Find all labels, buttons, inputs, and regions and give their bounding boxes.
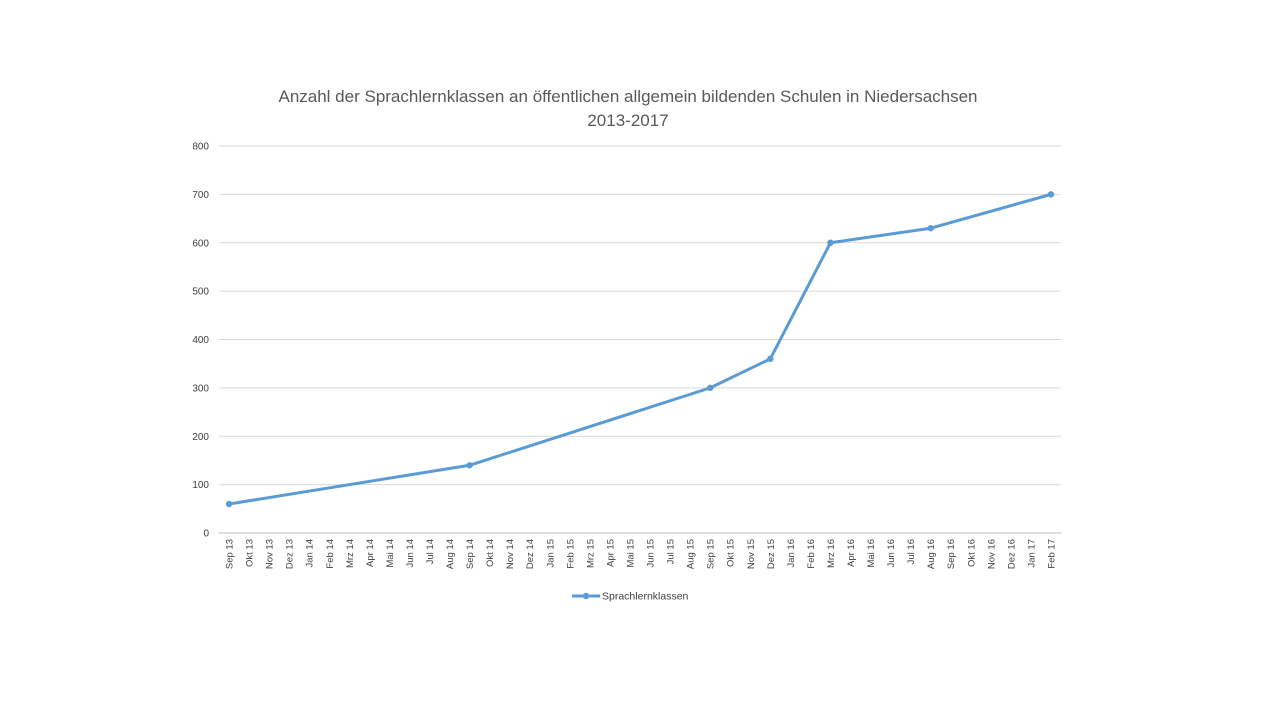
x-tick-label: Aug 16: [926, 539, 937, 569]
x-tick-label: Jun 14: [405, 539, 416, 568]
series-line-1: [227, 192, 1053, 506]
x-tick-label: Jan 14: [305, 539, 316, 568]
x-tick-label: Dez 16: [1006, 539, 1017, 569]
x-tick-label: Okt 14: [485, 539, 496, 567]
y-tick-label: 700: [192, 190, 209, 201]
y-tick-label: 800: [192, 142, 209, 153]
x-tick-label: Nov 13: [265, 539, 276, 569]
x-tick-label: Dez 15: [766, 539, 777, 569]
x-tick-label: Mrz 15: [585, 539, 596, 568]
chart-title-line-2: 2013-2017: [587, 111, 668, 130]
y-tick-label: 200: [192, 432, 209, 443]
data-point[interactable]: [225, 500, 233, 508]
data-point[interactable]: [927, 225, 934, 232]
x-tick-label: Aug 15: [686, 539, 697, 569]
x-tick-label: Feb 17: [1046, 539, 1057, 569]
x-tick-label: Mai 15: [625, 539, 636, 568]
y-tick-label: 500: [192, 287, 209, 298]
data-point[interactable]: [466, 462, 473, 469]
x-axis-ticks: Sep 13 Okt 13 Nov 13 Dez 13 Jan 14 Feb 14 Mrz …: [225, 539, 1058, 569]
x-tick-label: Nov 14: [505, 539, 516, 569]
chart-title: Anzahl der Sprachlernklassen an öffentli…: [278, 87, 977, 130]
x-tick-label: Jun 16: [886, 539, 897, 568]
x-tick-label: Sep 16: [946, 539, 957, 569]
x-tick-label: Dez 14: [525, 539, 536, 569]
y-tick-label: 400: [192, 335, 209, 346]
x-tick-label: Feb 14: [325, 539, 336, 569]
legend-label: Sprachlernklassen: [602, 591, 689, 603]
x-tick-label: Sep 14: [465, 539, 476, 569]
y-tick-label: 100: [192, 480, 209, 491]
x-tick-label: Okt 13: [245, 539, 256, 567]
data-point[interactable]: [706, 384, 714, 392]
x-tick-label: Sep 13: [225, 539, 236, 569]
x-tick-label: Okt 16: [966, 539, 977, 567]
y-tick-label: 0: [203, 529, 209, 540]
x-tick-label: Apr 16: [846, 539, 857, 567]
x-tick-label: Okt 15: [726, 539, 737, 567]
x-tick-label: Jan 17: [1026, 539, 1037, 568]
x-tick-label: Jun 15: [646, 539, 657, 568]
x-tick-label: Jan 16: [786, 539, 797, 568]
series-layer: [225, 191, 1055, 508]
legend-swatch-marker: [582, 592, 590, 600]
x-tick-label: Mrz 16: [826, 539, 837, 568]
x-tick-label: Apr 14: [365, 539, 376, 567]
gridlines: [219, 145, 1061, 534]
x-tick-label: Jul 16: [906, 539, 917, 564]
x-tick-label: Mrz 14: [345, 539, 356, 568]
x-tick-label: Mai 14: [385, 539, 396, 568]
x-tick-label: Feb 15: [565, 539, 576, 569]
data-point[interactable]: [767, 355, 774, 363]
x-tick-label: Mai 16: [866, 539, 877, 568]
data-point[interactable]: [827, 239, 834, 246]
x-tick-label: Dez 13: [285, 539, 296, 569]
x-tick-label: Nov 15: [746, 539, 757, 569]
x-tick-label: Apr 15: [605, 539, 616, 567]
y-tick-label: 300: [192, 383, 209, 394]
legend[interactable]: Sprachlernklassen: [572, 591, 689, 603]
x-tick-label: Feb 16: [806, 539, 817, 569]
data-point[interactable]: [1047, 191, 1055, 198]
y-axis-ticks: 0 100 200 300 400 500 600 700 800: [192, 142, 209, 540]
x-tick-label: Aug 14: [445, 539, 456, 569]
x-tick-label: Sep 15: [706, 539, 717, 569]
x-tick-label: Nov 16: [986, 539, 997, 569]
y-tick-label: 600: [192, 238, 209, 249]
chart-title-line-1: Anzahl der Sprachlernklassen an öffentli…: [278, 87, 977, 106]
x-tick-label: Jul 14: [425, 539, 436, 564]
x-tick-label: Jan 15: [545, 539, 556, 568]
x-tick-label: Jul 15: [666, 539, 677, 564]
